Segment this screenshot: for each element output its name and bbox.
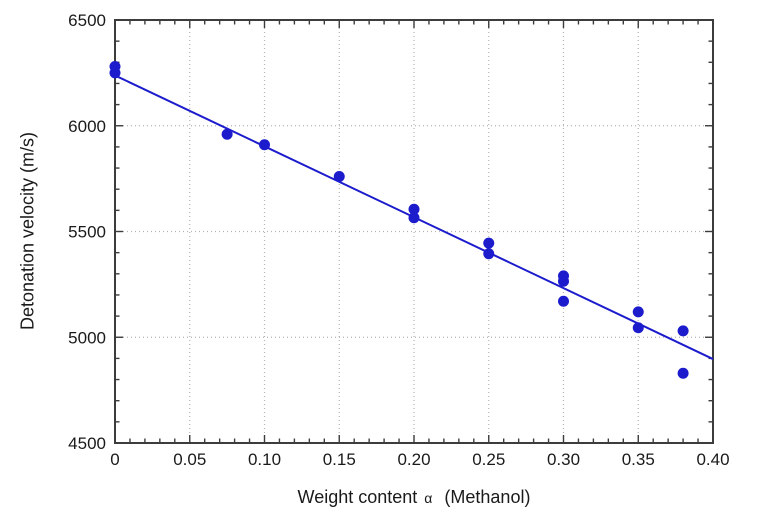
data-point	[632, 306, 644, 318]
gridlines	[115, 20, 713, 443]
x-tick-labels: 0 0.05 0.10 0.15 0.20 0.25 0.30 0.35 0.40	[110, 450, 729, 469]
x-tick-label: 0.15	[323, 450, 356, 469]
y-axis-label: Detonation velocity (m/s)	[17, 131, 38, 331]
x-axis-label-prefix: Weight content	[297, 487, 418, 507]
y-tick-labels: 4500 5000 5500 6000 6500	[68, 11, 106, 453]
data-point	[333, 171, 345, 183]
y-tick-label: 6000	[68, 117, 106, 136]
data-point	[109, 67, 121, 79]
data-point	[677, 367, 689, 379]
x-tick-label: 0.25	[472, 450, 505, 469]
data-points	[109, 61, 689, 379]
x-axis-label: Weight content α (Methanol)	[298, 487, 531, 508]
y-tick-label: 5000	[68, 328, 106, 347]
data-point	[408, 203, 420, 215]
x-tick-label: 0.40	[696, 450, 729, 469]
x-tick-label: 0.35	[622, 450, 655, 469]
x-tick-label: 0.30	[547, 450, 580, 469]
data-point	[677, 325, 689, 337]
x-tick-label: 0.10	[248, 450, 281, 469]
y-tick-label: 4500	[68, 434, 106, 453]
alpha-symbol: α	[424, 490, 433, 506]
data-point	[221, 128, 233, 140]
y-tick-label: 5500	[68, 223, 106, 242]
data-point	[408, 212, 420, 224]
data-point	[483, 237, 495, 249]
data-point	[558, 275, 569, 287]
plot-frame	[114, 19, 714, 444]
x-tick-label: 0.05	[173, 450, 206, 469]
x-axis-label-suffix: (Methanol)	[444, 487, 531, 507]
data-point	[483, 248, 495, 260]
x-tick-label: 0	[110, 450, 119, 469]
data-point	[632, 322, 644, 334]
y-tick-label: 6500	[68, 11, 106, 30]
x-tick-label: 0.20	[397, 450, 430, 469]
data-point	[259, 139, 270, 151]
data-point	[558, 295, 569, 307]
